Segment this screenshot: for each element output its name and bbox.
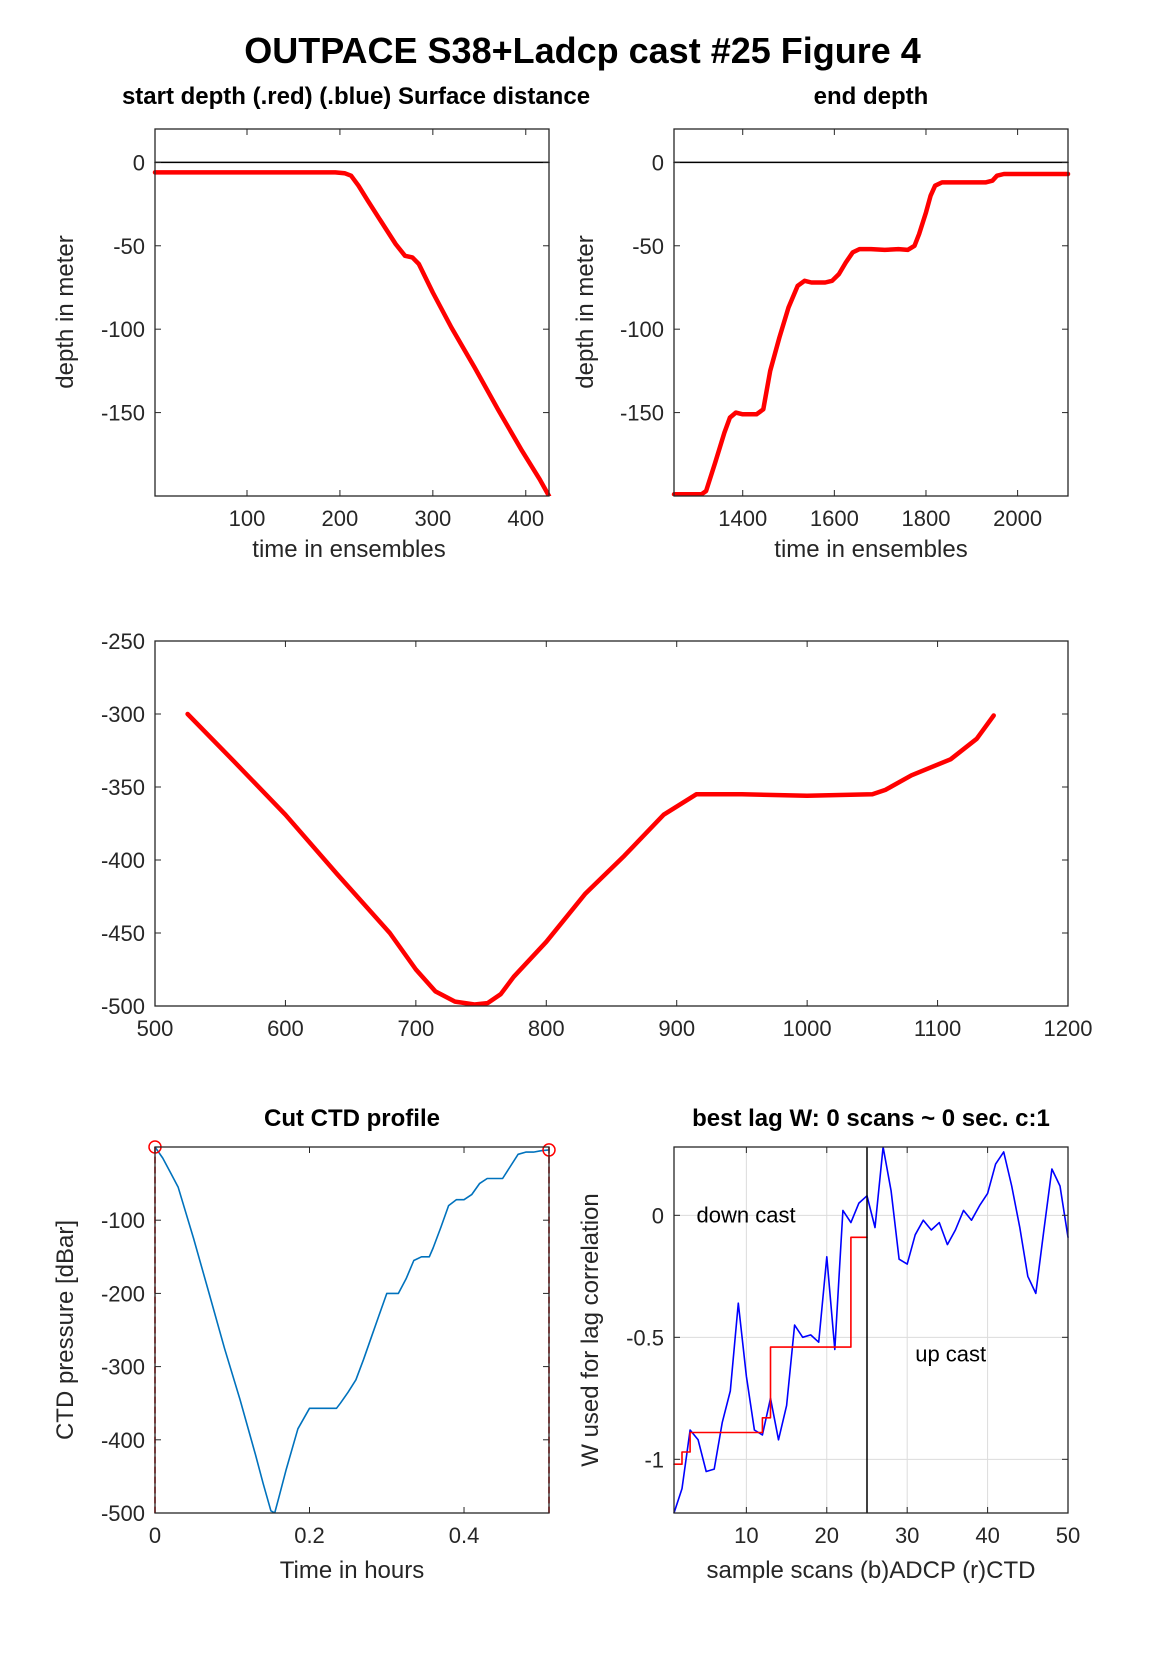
plot-area xyxy=(673,1147,1069,1513)
x-tick-label: 2000 xyxy=(993,506,1042,531)
annotation-text: down cast xyxy=(697,1203,796,1228)
y-tick-label: -100 xyxy=(101,317,145,342)
x-tick-label: 1400 xyxy=(718,506,767,531)
x-tick-label: 30 xyxy=(895,1523,919,1548)
y-axis-label: W used for lag correlation xyxy=(577,1193,604,1466)
x-tick-label: 40 xyxy=(975,1523,999,1548)
axes-box xyxy=(154,128,550,497)
x-tick-label: 20 xyxy=(815,1523,839,1548)
x-tick-label: 600 xyxy=(267,1016,304,1041)
series-line-0 xyxy=(154,1147,550,1513)
chart-title: start depth (.red) (.blue) Surface dista… xyxy=(122,83,590,110)
x-tick-label: 1200 xyxy=(1044,1016,1093,1041)
y-tick-label: -1 xyxy=(644,1447,664,1472)
x-tick-label: 0.4 xyxy=(449,1523,480,1548)
plot-area xyxy=(671,161,1071,496)
y-tick-label: -150 xyxy=(620,401,664,426)
x-tick-label: 0.2 xyxy=(294,1523,325,1548)
y-tick-label: 0 xyxy=(652,150,664,175)
y-tick-label: -100 xyxy=(101,1208,145,1233)
y-tick-label: -250 xyxy=(101,629,145,654)
y-tick-label: -300 xyxy=(101,702,145,727)
x-tick-label: 200 xyxy=(322,506,359,531)
chart-start: 100 200 300 400 0 -50 -100 -150 start depth (.re… xyxy=(52,83,590,563)
y-axis-label: depth in meter xyxy=(572,235,599,388)
y-tick-label: -400 xyxy=(101,1428,145,1453)
x-tick-label: 0 xyxy=(149,1523,161,1548)
x-axis-label: time in ensembles xyxy=(252,536,445,563)
annotation-text: up cast xyxy=(915,1342,986,1367)
series-line-1 xyxy=(673,1236,868,1465)
axes-box xyxy=(154,640,1069,1007)
series-line-0 xyxy=(671,171,1071,496)
chart-title: best lag W: 0 scans ~ 0 sec. c:1 xyxy=(692,1105,1050,1132)
figure-title: OUTPACE S38+Ladcp cast #25 Figure 4 xyxy=(244,30,921,71)
chart-title: Cut CTD profile xyxy=(264,1105,440,1132)
chart-middle: 500 600 700 800 900 1000 1100 1200 -250 -300 -350 -… xyxy=(101,629,1093,1041)
x-axis-label: Time in hours xyxy=(280,1557,425,1584)
axes-box xyxy=(154,1146,550,1514)
x-axis-label: time in ensembles xyxy=(774,536,967,563)
plot-area xyxy=(185,711,996,1006)
x-tick-label: 1000 xyxy=(783,1016,832,1041)
x-tick-label: 900 xyxy=(658,1016,695,1041)
x-tick-label: 700 xyxy=(397,1016,434,1041)
x-tick-label: 1100 xyxy=(914,1016,961,1041)
x-axis-label: sample scans (b)ADCP (r)CTD xyxy=(707,1557,1036,1584)
x-tick-label: 1600 xyxy=(810,506,859,531)
chart-lag: 10 20 30 40 50 0 -0.5 -1 best lag W: 0 scans ~ 0… xyxy=(577,1105,1080,1584)
axes-box xyxy=(673,1146,1069,1514)
chart-title: end depth xyxy=(814,83,929,110)
y-tick-label: 0 xyxy=(652,1203,664,1228)
y-tick-label: -400 xyxy=(101,848,145,873)
y-tick-label: -50 xyxy=(632,234,664,259)
plot-area xyxy=(154,1147,550,1513)
x-tick-label: 500 xyxy=(137,1016,174,1041)
chart-end: 1400 1600 1800 2000 0 -50 -100 -150 end depth tim… xyxy=(572,83,1071,563)
plot-area xyxy=(152,161,552,496)
y-tick-label: -350 xyxy=(101,775,145,800)
x-tick-label: 10 xyxy=(734,1523,758,1548)
y-tick-label: -100 xyxy=(620,317,664,342)
x-tick-label: 400 xyxy=(507,506,544,531)
y-tick-label: -150 xyxy=(101,401,145,426)
chart-ctd: 0 0.2 0.4 -100 -200 -300 -400 -500 Cut CTD profi… xyxy=(52,1105,556,1584)
y-tick-label: -0.5 xyxy=(626,1325,664,1350)
x-tick-label: 800 xyxy=(528,1016,565,1041)
y-tick-label: -500 xyxy=(101,1501,145,1526)
series-line-0 xyxy=(673,1147,1069,1513)
y-tick-label: 0 xyxy=(133,150,145,175)
series-line-0 xyxy=(152,170,552,496)
x-tick-label: 100 xyxy=(229,506,266,531)
series-line-0 xyxy=(185,711,996,1006)
axes-box xyxy=(673,128,1069,497)
y-tick-label: -200 xyxy=(101,1281,145,1306)
x-tick-label: 50 xyxy=(1056,1523,1080,1548)
y-tick-label: -50 xyxy=(113,234,145,259)
y-axis-label: depth in meter xyxy=(52,235,79,388)
y-tick-label: -450 xyxy=(101,921,145,946)
y-tick-label: -300 xyxy=(101,1355,145,1380)
y-tick-label: -500 xyxy=(101,994,145,1019)
y-axis-label: CTD pressure [dBar] xyxy=(52,1220,79,1440)
x-tick-label: 300 xyxy=(414,506,451,531)
x-tick-label: 1800 xyxy=(902,506,951,531)
